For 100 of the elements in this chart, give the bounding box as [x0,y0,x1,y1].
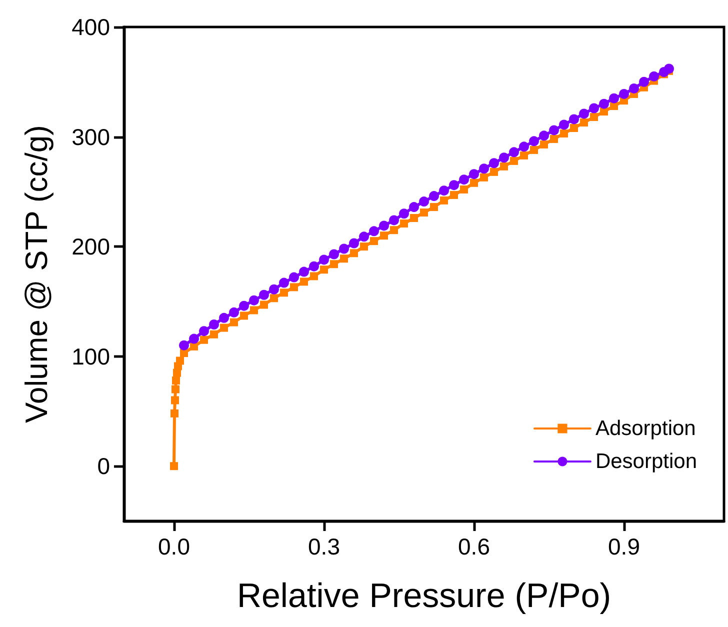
point [520,151,528,160]
point [479,164,489,174]
point [490,168,498,176]
point [480,173,488,182]
point [330,260,338,268]
point [570,124,578,132]
point [350,249,358,258]
x-tick-label: 0.6 [458,534,490,560]
point [609,93,619,104]
point [230,318,238,326]
point [309,261,319,272]
point [270,294,278,302]
point [220,324,228,332]
point [510,156,518,165]
point [250,306,258,314]
point [399,208,409,219]
point [210,330,218,338]
point [289,272,299,282]
point [189,334,199,344]
point [319,254,329,265]
point [209,320,219,330]
point [530,146,538,154]
point [219,312,229,323]
point [569,114,579,124]
point [664,64,674,74]
point [590,113,598,122]
point [410,214,418,222]
legend-label: Adsorption [595,417,696,440]
point [340,254,348,263]
y-tick-label: 200 [72,234,110,260]
point [449,180,459,190]
y-tick-label: 300 [72,124,110,150]
point [549,125,559,136]
point [170,409,178,418]
point [529,136,539,146]
point [339,244,349,254]
point [559,120,569,130]
point [500,162,508,170]
point [380,232,388,240]
point [290,283,298,292]
point [199,326,209,336]
y-axis-title: Volume @ STP (cc/g) [19,125,54,423]
point [259,290,269,300]
point [580,118,588,127]
y-tick-label: 0 [97,453,110,480]
point [420,208,428,217]
point [359,232,369,242]
point [379,220,389,231]
point [190,342,198,350]
point [439,186,449,196]
legend-label: Desorption [595,450,698,473]
point [440,196,448,204]
point [509,147,519,158]
point [200,336,208,344]
point [409,202,419,212]
point [170,462,178,470]
point [619,88,629,99]
point [460,185,468,194]
point [390,226,398,234]
point [349,238,359,248]
point [499,152,509,163]
point [540,140,548,148]
point [299,266,309,277]
point [369,226,379,236]
point [172,376,180,384]
point [172,385,180,394]
point [470,178,478,187]
point [240,312,248,320]
point [300,278,308,286]
point [176,356,184,365]
y-tick-label: 100 [72,343,110,370]
point [400,220,408,228]
point [360,242,368,251]
point [639,76,649,87]
point [249,295,259,306]
x-axis-title: Relative Pressure (P/Po) [236,577,612,615]
point [450,190,458,199]
x-tick-label: 0.3 [308,534,340,560]
point [589,103,599,114]
point [329,249,339,260]
point [579,108,589,119]
point [459,174,469,185]
point [550,134,558,143]
point [489,158,499,168]
point [539,130,549,141]
point [430,203,438,212]
point [429,191,439,202]
point [370,237,378,246]
point [239,300,249,311]
point [279,278,289,288]
point [171,396,179,404]
point [560,129,568,138]
x-tick-label: 0.9 [608,534,640,560]
point [419,196,429,207]
point [629,83,639,94]
y-tick-label: 400 [72,14,110,40]
point [389,215,399,226]
point [599,98,609,109]
point [280,288,288,297]
point [310,272,318,280]
